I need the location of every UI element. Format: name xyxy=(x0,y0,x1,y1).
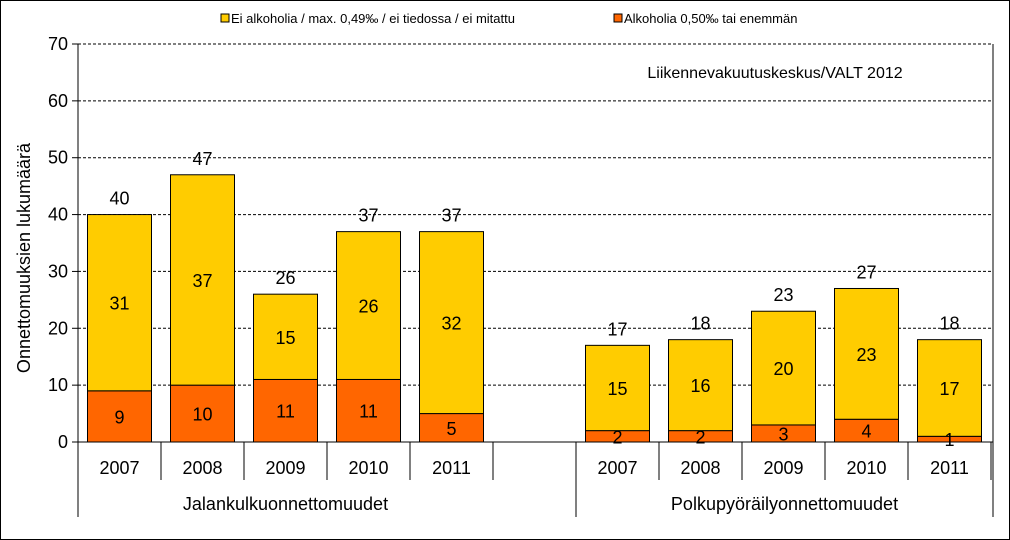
data-label: 11 xyxy=(359,402,378,422)
y-tick-label: 50 xyxy=(48,148,68,168)
data-label: 3 xyxy=(778,424,788,444)
data-label: 15 xyxy=(607,379,627,399)
data-label: 5 xyxy=(446,419,456,439)
total-label: 23 xyxy=(773,285,793,305)
total-label: 37 xyxy=(358,206,378,226)
group-label: Jalankulkuonnettomuudet xyxy=(183,494,388,514)
total-label: 27 xyxy=(856,262,876,282)
x-tick-label: 2010 xyxy=(348,458,388,478)
legend-swatch xyxy=(613,13,623,23)
bar-segment xyxy=(336,378,401,443)
x-tick-label: 2007 xyxy=(597,458,637,478)
total-label: 37 xyxy=(441,206,461,226)
total-label: 18 xyxy=(939,314,959,334)
bar-segment xyxy=(87,390,152,443)
data-label: 26 xyxy=(358,297,378,317)
y-tick-label: 70 xyxy=(48,34,68,54)
data-label: 2 xyxy=(612,427,622,447)
data-label: 10 xyxy=(192,405,212,425)
bar-segment xyxy=(917,339,982,437)
bar-segment xyxy=(170,384,235,443)
data-label: 32 xyxy=(441,314,461,334)
bar-segment xyxy=(668,339,733,432)
y-tick-label: 0 xyxy=(58,432,68,452)
x-tick-label: 2010 xyxy=(846,458,886,478)
data-label: 1 xyxy=(944,430,954,450)
y-tick-label: 40 xyxy=(48,205,68,225)
x-tick-label: 2008 xyxy=(182,458,222,478)
y-tick-label: 30 xyxy=(48,261,68,281)
total-label: 47 xyxy=(192,149,212,169)
bar-segment xyxy=(585,344,650,432)
bar-segment xyxy=(336,231,401,380)
y-tick-label: 20 xyxy=(48,318,68,338)
x-tick-label: 2011 xyxy=(432,458,471,478)
x-tick-label: 2009 xyxy=(265,458,305,478)
total-label: 17 xyxy=(607,319,627,339)
total-label: 18 xyxy=(690,314,710,334)
bars xyxy=(87,174,982,443)
bar-segment xyxy=(87,214,152,392)
bar-segment xyxy=(419,413,484,443)
group-label: Polkupyöräilyonnettomuudet xyxy=(671,494,898,514)
data-label: 4 xyxy=(861,422,871,442)
x-tick-label: 2008 xyxy=(680,458,720,478)
data-label: 20 xyxy=(773,359,793,379)
data-label: 23 xyxy=(856,345,876,365)
bar-segment xyxy=(170,174,235,386)
data-label: 2 xyxy=(695,427,705,447)
bar-segment xyxy=(419,231,484,415)
y-tick-label: 10 xyxy=(48,375,68,395)
y-axis-label: Onnettomuuksien lukumäärä xyxy=(14,142,34,373)
legend-label: Ei alkoholia / max. 0,49‰ / ei tiedossa … xyxy=(231,11,515,26)
data-label: 9 xyxy=(114,407,124,427)
bar-segment xyxy=(253,293,318,380)
data-label: 17 xyxy=(939,379,959,399)
bar-segment xyxy=(253,378,318,443)
x-tick-label: 2011 xyxy=(930,458,969,478)
source-note: Liikennevakuutuskeskus/VALT 2012 xyxy=(647,65,902,82)
labels: 0102030405060709314020071037472008111526… xyxy=(48,34,969,514)
data-label: 31 xyxy=(109,294,129,314)
axes xyxy=(72,43,994,517)
data-label: 15 xyxy=(275,328,295,348)
legend-label: Alkoholia 0,50‰ tai enemmän xyxy=(624,11,797,26)
total-label: 26 xyxy=(275,268,295,288)
data-label: 37 xyxy=(192,271,212,291)
total-label: 40 xyxy=(109,189,129,209)
data-label: 16 xyxy=(690,376,710,396)
bar-segment xyxy=(751,310,816,426)
legend-swatch xyxy=(220,13,230,23)
data-label: 11 xyxy=(276,402,295,422)
legend: Ei alkoholia / max. 0,49‰ / ei tiedossa … xyxy=(220,11,797,26)
x-tick-label: 2009 xyxy=(763,458,803,478)
x-tick-label: 2007 xyxy=(99,458,139,478)
y-tick-label: 60 xyxy=(48,91,68,111)
bar-segment xyxy=(834,287,899,420)
